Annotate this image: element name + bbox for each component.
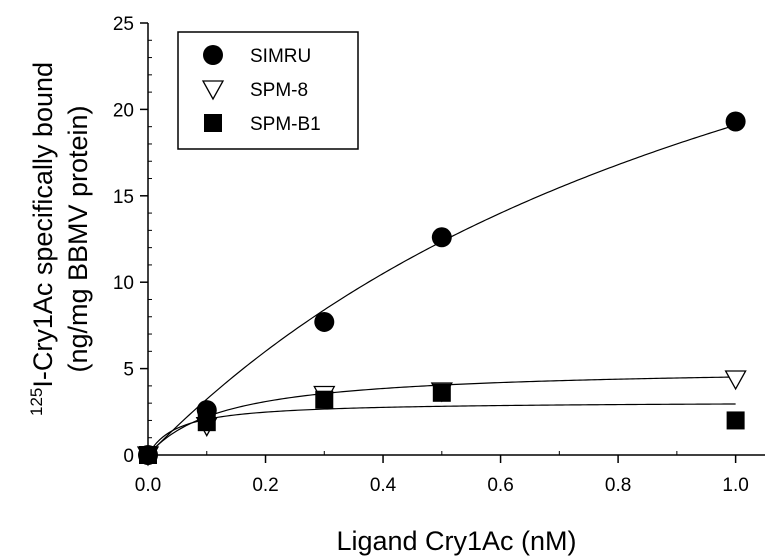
y-tick-label: 25 [113, 14, 134, 35]
y-tick-label: 0 [123, 446, 134, 467]
data-point-simru [431, 227, 452, 248]
data-points [136, 111, 747, 467]
legend-label-spm-b1: SPM-B1 [250, 114, 321, 135]
data-point-spm-b1 [197, 413, 216, 432]
data-point-spm-b1 [726, 411, 745, 430]
legend-marker-spm-b1 [204, 114, 222, 132]
legend-marker-spm-8 [201, 80, 225, 101]
x-axis-title: Ligand Cry1Ac (nM) [336, 526, 576, 556]
y-tick-label: 5 [123, 360, 134, 381]
y-tick-label: 20 [113, 100, 134, 121]
axes: 0 5 10 15 20 25 0.0 0.2 0.4 0.6 0.8 1.0 [113, 14, 765, 496]
y-axis-title-superscript: 125 [27, 388, 46, 416]
legend-label-simru: SIMRU [250, 46, 311, 67]
data-point-spm-8 [724, 370, 747, 391]
y-axis-title-line1: 125I-Cry1Ac specifically bound [27, 62, 58, 416]
legend-label-spm-8: SPM-8 [250, 80, 308, 101]
x-tick-label: 0.4 [370, 475, 397, 496]
x-tick-label: 0.2 [252, 475, 278, 496]
fit-curves [147, 124, 736, 456]
data-point-spm-b1 [139, 446, 157, 464]
x-tick-label: 1.0 [722, 475, 748, 496]
y-axis-title-main: I-Cry1Ac specifically bound [28, 62, 58, 388]
y-tick-label: 10 [113, 273, 134, 294]
fit-curve-simru [147, 124, 736, 456]
legend: SIMRU SPM-8 SPM-B1 [177, 31, 359, 150]
fit-curve-spm-b1 [147, 403, 736, 456]
x-tick-label: 0.8 [605, 475, 631, 496]
data-point-spm-b1 [432, 383, 451, 402]
y-axis-title-line2: (ng/mg BBMV protein) [63, 105, 93, 372]
y-tick-label: 15 [113, 187, 134, 208]
data-point-spm-b1 [315, 390, 334, 409]
x-tick-label: 0.0 [135, 475, 161, 496]
legend-marker-simru [203, 45, 223, 65]
axis-titles: Ligand Cry1Ac (nM) 125I-Cry1Ac specifical… [27, 62, 577, 556]
data-point-simru [725, 111, 746, 132]
data-point-simru [314, 311, 335, 332]
x-tick-label: 0.6 [487, 475, 513, 496]
